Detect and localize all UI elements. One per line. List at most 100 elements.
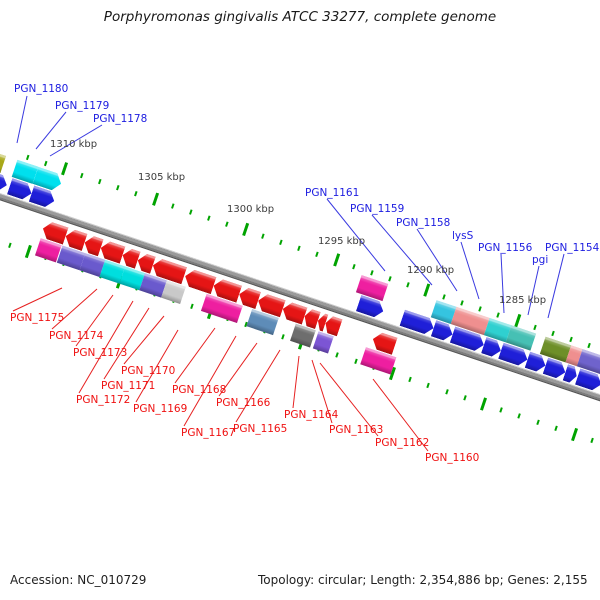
gene-label-PGN_1178[interactable]: PGN_1178 [93,113,148,125]
ruler-tick [190,303,194,309]
ruler-tick [80,172,84,179]
leader-line-PGN_1180 [16,95,28,144]
ruler-tick [513,313,521,328]
ruler-tick [463,395,467,401]
ruler-tick [188,209,193,215]
ruler-tick [25,154,30,161]
ruler-tick [353,358,358,364]
ruler-tick [535,419,540,425]
ruler-tick [242,222,250,237]
ruler-tick [517,413,522,419]
leader-line-PGN_1168 [174,327,216,384]
ruler-tick [480,397,488,411]
ruler-tick [351,263,356,270]
leader-line-PGN_1165 [235,349,281,423]
ruler-tick [442,294,446,300]
ruler-tick [444,388,449,395]
gene-purple[interactable] [312,331,334,354]
gene-label-PGN_1158[interactable]: PGN_1158 [396,217,451,229]
ruler-tick [43,160,48,167]
ruler-tick [496,312,501,318]
gene-label-PGN_1156[interactable]: PGN_1156 [478,242,533,254]
leader-line-PGN_1158 [416,228,458,292]
ruler-tick [569,336,573,343]
leader-line-pgi [527,265,540,316]
ruler-tick [590,437,595,444]
ruler-tick [478,306,483,312]
ruler-tick [297,245,301,252]
gene-olive-partial[interactable] [0,152,7,174]
leader-line-PGN_1167 [183,335,237,427]
ruler-tick [571,427,579,442]
leader-line-PGN_1175 [12,287,63,312]
gene-blue[interactable] [0,171,10,193]
ruler-tick [206,215,211,221]
leader-line-PGN_1170 [123,315,165,365]
gene-label-PGN_1159[interactable]: PGN_1159 [350,203,405,215]
ruler-tick [7,242,12,248]
ruler-tick [98,178,102,185]
gene-label-PGN_1173[interactable]: PGN_1173 [73,347,128,359]
gene-label-PGN_1167[interactable]: PGN_1167 [181,427,236,439]
ruler-tick [426,382,431,389]
leader-line-lysS [460,241,480,300]
gene-label-PGN_1163[interactable]: PGN_1163 [329,424,384,436]
ruler-tick [587,342,591,349]
scale-label: 1285 kbp [499,295,547,306]
gene-label-PGN_1180[interactable]: PGN_1180 [14,83,69,95]
ruler-tick [281,334,285,340]
ruler-tick [315,251,320,258]
ruler-tick [554,425,558,431]
gene-label-PGN_1169[interactable]: PGN_1169 [133,403,188,415]
gene-label-PGN_1179[interactable]: PGN_1179 [55,100,110,112]
gene-light-gray[interactable] [161,280,186,304]
gene-label-pgi[interactable]: pgi [532,254,549,266]
ruler-tick [24,244,32,259]
ruler-tick [408,376,412,383]
leader-line-PGN_1154 [547,253,565,319]
gene-label-PGN_1154[interactable]: PGN_1154 [545,242,600,254]
ruler-tick [369,269,374,276]
scale-label: 1300 kbp [227,204,275,215]
ruler-tick [423,283,431,297]
gene-red[interactable] [182,268,216,295]
ruler-tick [261,233,265,239]
scale-label: 1290 kbp [407,265,455,276]
gene-label-PGN_1161[interactable]: PGN_1161 [305,187,360,199]
stats-text: Topology: circular; Length: 2,354,886 bp… [258,573,588,587]
ruler-tick [532,324,537,330]
gene-label-PGN_1166[interactable]: PGN_1166 [216,397,271,409]
gene-label-PGN_1171[interactable]: PGN_1171 [101,380,156,392]
ruler-tick [61,162,69,176]
ruler-tick [151,192,159,206]
ruler-tick [332,253,340,267]
ruler-tick [279,239,283,246]
page-title: Porphyromonas gingivalis ATCC 33277, com… [103,9,497,25]
gene-label-PGN_1165[interactable]: PGN_1165 [233,423,288,435]
ruler-tick [116,185,120,191]
ruler-tick [406,282,410,288]
gene-label-PGN_1175[interactable]: PGN_1175 [10,312,65,324]
gene-label-PGN_1164[interactable]: PGN_1164 [284,409,339,421]
ruler-tick [499,407,503,413]
ruler-tick [170,203,175,209]
gene-label-PGN_1162[interactable]: PGN_1162 [375,437,430,449]
gene-label-PGN_1172[interactable]: PGN_1172 [76,394,131,406]
ruler-tick [460,300,464,306]
ruler-tick [388,276,392,282]
scale-label: 1310 kbp [50,139,98,150]
gene-label-PGN_1170[interactable]: PGN_1170 [121,365,176,377]
leader-line-PGN_1164 [292,355,300,409]
ruler-tick [550,330,555,337]
ruler-tick [225,221,229,227]
scale-label: 1305 kbp [138,172,186,183]
gene-label-lysS[interactable]: lysS [452,230,474,242]
accession-text: Accession: NC_010729 [10,573,147,587]
ruler-tick [335,352,340,358]
ruler-tick [134,191,138,197]
gene-label-PGN_1160[interactable]: PGN_1160 [425,452,480,464]
gene-label-PGN_1174[interactable]: PGN_1174 [49,330,104,342]
gene-label-PGN_1168[interactable]: PGN_1168 [172,384,227,396]
scale-label: 1295 kbp [318,236,366,247]
